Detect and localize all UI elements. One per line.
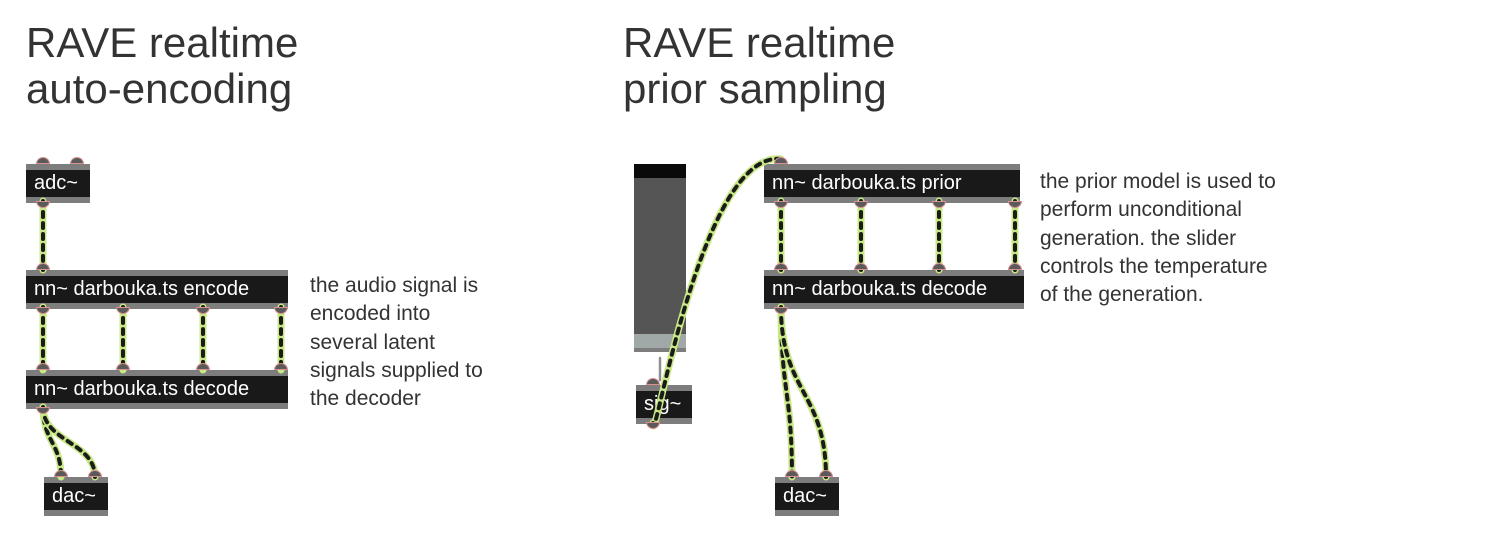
outlet[interactable]: [646, 422, 660, 429]
inlet[interactable]: [932, 263, 946, 270]
right-title: RAVE realtime prior sampling: [623, 20, 895, 112]
left-description: the audio signal is encoded into several…: [310, 272, 483, 414]
inlet[interactable]: [785, 470, 799, 477]
inlet[interactable]: [196, 363, 210, 370]
right-description: the prior model is used to perform uncon…: [1040, 168, 1276, 310]
decode2-label: nn~ darbouka.ts decode: [772, 278, 987, 300]
decode-object[interactable]: nn~ darbouka.ts decode: [26, 370, 288, 409]
decode-label: nn~ darbouka.ts decode: [34, 378, 249, 400]
outlet[interactable]: [196, 307, 210, 314]
adc-object[interactable]: adc~: [26, 164, 90, 203]
dac-label: dac~: [52, 485, 96, 507]
sig-label: sig~: [644, 393, 681, 415]
outlet[interactable]: [854, 201, 868, 208]
prior-label: nn~ darbouka.ts prior: [772, 172, 962, 194]
prior-object[interactable]: nn~ darbouka.ts prior: [764, 164, 1020, 203]
outlet[interactable]: [274, 307, 288, 314]
encode-object[interactable]: nn~ darbouka.ts encode: [26, 270, 288, 309]
inlet[interactable]: [36, 363, 50, 370]
adc-label: adc~: [34, 172, 78, 194]
inlet[interactable]: [274, 363, 288, 370]
inlet[interactable]: [36, 157, 50, 164]
inlet[interactable]: [116, 363, 130, 370]
inlet[interactable]: [88, 470, 102, 477]
dac2-label: dac~: [783, 485, 827, 507]
outlet[interactable]: [36, 201, 50, 208]
outlet[interactable]: [36, 407, 50, 414]
inlet[interactable]: [774, 263, 788, 270]
inlet[interactable]: [774, 157, 788, 164]
inlet[interactable]: [70, 157, 84, 164]
slider-level-indicator: [634, 334, 686, 348]
inlet[interactable]: [54, 470, 68, 477]
dac2-object[interactable]: dac~: [775, 477, 839, 516]
temperature-slider[interactable]: [634, 164, 686, 352]
sig-object[interactable]: sig~: [636, 385, 692, 424]
outlet[interactable]: [1008, 201, 1022, 208]
inlet[interactable]: [646, 378, 660, 385]
inlet[interactable]: [854, 263, 868, 270]
inlet[interactable]: [36, 263, 50, 270]
outlet[interactable]: [36, 307, 50, 314]
inlet[interactable]: [819, 470, 833, 477]
decode2-object[interactable]: nn~ darbouka.ts decode: [764, 270, 1024, 309]
outlet[interactable]: [774, 201, 788, 208]
encode-label: nn~ darbouka.ts encode: [34, 278, 249, 300]
inlet[interactable]: [1008, 263, 1022, 270]
dac-object[interactable]: dac~: [44, 477, 108, 516]
outlet[interactable]: [774, 307, 788, 314]
outlet[interactable]: [932, 201, 946, 208]
outlet[interactable]: [116, 307, 130, 314]
left-title: RAVE realtime auto-encoding: [26, 20, 298, 112]
